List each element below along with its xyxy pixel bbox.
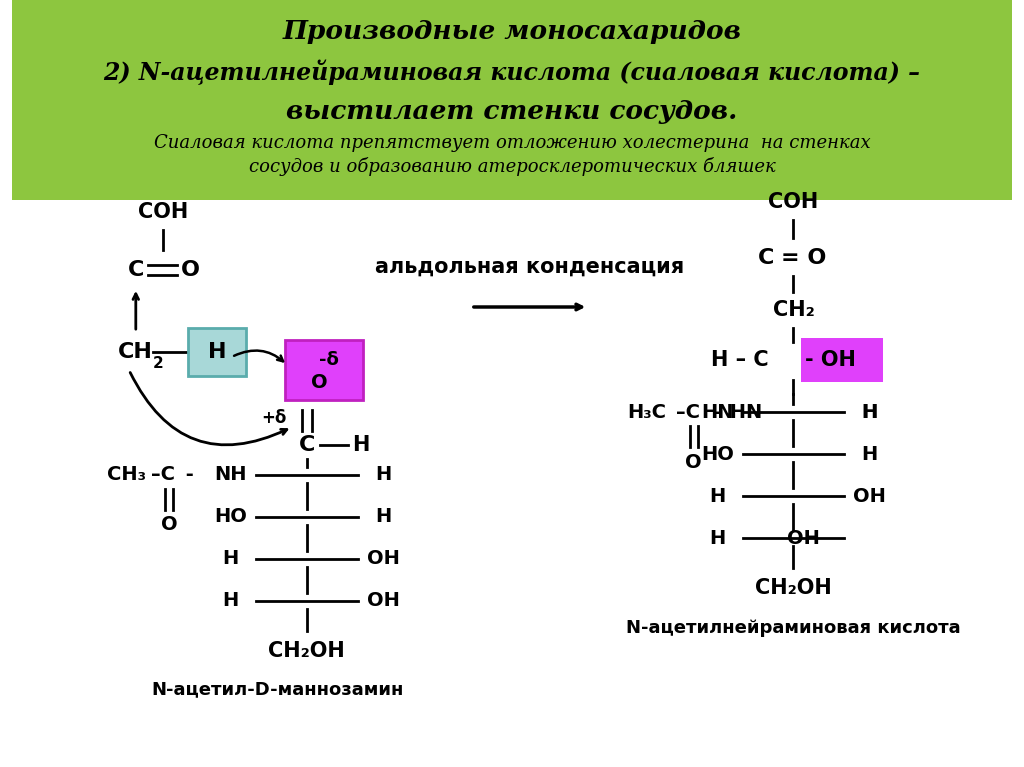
Text: H: H <box>709 486 725 505</box>
Text: C: C <box>758 248 774 268</box>
Text: O: O <box>181 260 200 280</box>
Text: HO: HO <box>700 445 733 463</box>
Text: HO: HO <box>214 508 247 526</box>
Text: C: C <box>128 260 144 280</box>
FancyBboxPatch shape <box>187 328 246 376</box>
Text: O: O <box>311 373 328 391</box>
Text: O: O <box>685 453 702 472</box>
Text: - OH: - OH <box>805 350 856 370</box>
Text: -δ: -δ <box>319 351 339 369</box>
Text: альдольная конденсация: альдольная конденсация <box>375 257 684 277</box>
FancyBboxPatch shape <box>801 338 884 382</box>
Text: H: H <box>208 342 226 362</box>
Text: H: H <box>375 508 391 526</box>
Text: OH: OH <box>367 549 399 568</box>
Text: COH: COH <box>138 202 188 222</box>
Text: H: H <box>709 528 725 548</box>
Text: OH: OH <box>853 486 886 505</box>
Text: HN: HN <box>701 403 733 422</box>
Text: C: C <box>299 435 315 455</box>
Text: –C: –C <box>676 403 699 422</box>
Text: H: H <box>222 549 239 568</box>
Text: H: H <box>222 591 239 611</box>
Text: Сиаловая кислота препятствует отложению холестерина  на стенках
сосудов и образо: Сиаловая кислота препятствует отложению … <box>154 133 870 176</box>
Text: H: H <box>861 445 878 463</box>
Text: COH: COH <box>768 192 818 212</box>
Text: -: - <box>179 466 194 485</box>
Text: +δ: +δ <box>261 409 287 427</box>
Text: CH: CH <box>119 342 154 362</box>
Text: H – C: H – C <box>711 350 768 370</box>
Text: –C: –C <box>152 466 175 485</box>
Text: выстилает стенки сосудов.: выстилает стенки сосудов. <box>287 100 737 124</box>
Text: OH: OH <box>367 591 399 611</box>
Text: H₃C: H₃C <box>628 403 667 422</box>
FancyBboxPatch shape <box>286 340 364 400</box>
Text: H: H <box>375 466 391 485</box>
Text: 2: 2 <box>153 357 164 371</box>
Text: O: O <box>161 515 177 535</box>
Text: CH₂OH: CH₂OH <box>268 641 345 661</box>
Text: Производные моносахаридов: Производные моносахаридов <box>283 19 741 44</box>
Text: 2) N-ацетилнейраминовая кислота (сиаловая кислота) –: 2) N-ацетилнейраминовая кислота (сиалова… <box>103 59 921 84</box>
Bar <box>11 0 1013 200</box>
Text: N-ацетил-D-маннозамин: N-ацетил-D-маннозамин <box>152 680 403 698</box>
Text: N-ацетилнейраминовая кислота: N-ацетилнейраминовая кислота <box>626 619 961 637</box>
Text: H: H <box>861 403 878 422</box>
Text: - HN: - HN <box>715 403 763 422</box>
Text: CH₂OH: CH₂OH <box>755 578 831 598</box>
Text: NH: NH <box>214 466 247 485</box>
Text: CH₂: CH₂ <box>772 300 814 320</box>
Text: CH₃: CH₃ <box>106 466 145 485</box>
Text: H: H <box>861 403 878 422</box>
Text: H: H <box>352 435 370 455</box>
Text: = O: = O <box>780 248 826 268</box>
Text: OH: OH <box>786 528 819 548</box>
